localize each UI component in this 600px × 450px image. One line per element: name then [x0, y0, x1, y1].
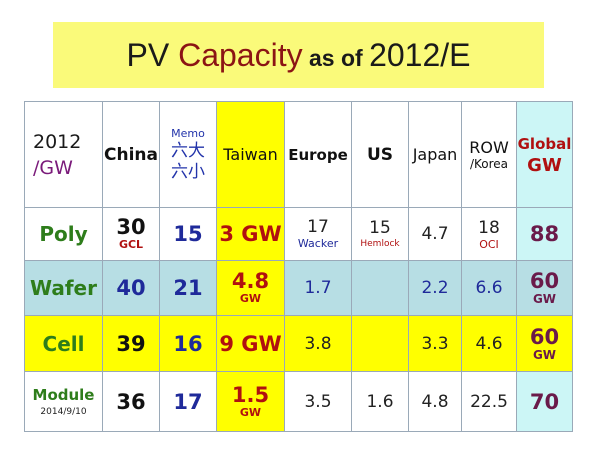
poly-row-value: 18: [478, 217, 500, 238]
memo-line2: 六小: [171, 161, 205, 182]
poly-china-company: GCL: [118, 238, 144, 251]
corner-year: 2012: [33, 130, 82, 153]
title-small: as of: [302, 44, 370, 71]
header-global: Global GW: [516, 101, 573, 208]
table-row-wafer: Wafer 40 21 4.8 GW 1.7 2.2 6.6 60 GW: [24, 260, 573, 316]
table-row-poly: Poly 30 GCL 15 3 GW 17 Wacker 15 Hemlock…: [24, 207, 573, 261]
wafer-japan: 2.2: [408, 260, 462, 316]
poly-us: 15 Hemlock: [351, 207, 409, 261]
cell-europe: 3.8: [284, 315, 352, 372]
header-japan: Japan: [408, 101, 462, 208]
module-europe: 3.5: [284, 371, 352, 432]
cell-global: 60 GW: [516, 315, 573, 372]
module-taiwan-value: 1.5: [231, 382, 270, 407]
corner-cell: 2012 /GW: [24, 101, 103, 208]
poly-japan: 4.7: [408, 207, 462, 261]
cell-us: [351, 315, 409, 372]
row-label-wafer: Wafer: [24, 260, 103, 316]
poly-us-value: 15: [369, 217, 391, 238]
wafer-global: 60 GW: [516, 260, 573, 316]
wafer-europe: 1.7: [284, 260, 352, 316]
cell-memo: 16: [159, 315, 217, 372]
cell-taiwan: 9 GW: [216, 315, 285, 372]
module-memo: 17: [159, 371, 217, 432]
poly-us-company: Hemlock: [360, 238, 400, 249]
table-row-cell: Cell 39 16 9 GW 3.8 3.3 4.6 60 GW: [24, 315, 573, 372]
title-part2: 2012/E: [369, 36, 471, 73]
row-label-line2: /Korea: [469, 157, 509, 171]
corner-unit: /GW: [33, 156, 73, 179]
title-banner: PV Capacity as of 2012/E: [53, 22, 544, 88]
cell-row-korea: 4.6: [461, 315, 517, 372]
global-line2: GW: [527, 154, 562, 176]
header-taiwan: Taiwan: [216, 101, 285, 208]
cell-global-unit: GW: [532, 347, 557, 362]
row-label-line1: ROW: [469, 138, 509, 157]
memo-line1: 六大: [171, 140, 205, 161]
poly-taiwan: 3 GW: [216, 207, 285, 261]
module-global: 70: [516, 371, 573, 432]
memo-label: Memo: [171, 126, 205, 140]
module-row-korea: 22.5: [461, 371, 517, 432]
poly-row-company: OCI: [479, 237, 499, 251]
poly-global: 88: [516, 207, 573, 261]
poly-europe-value: 17: [307, 217, 329, 237]
module-japan: 4.8: [408, 371, 462, 432]
row-label-cell: Cell: [24, 315, 103, 372]
cell-china: 39: [102, 315, 160, 372]
row-label-poly: Poly: [24, 207, 103, 261]
header-us: US: [351, 101, 409, 208]
poly-europe: 17 Wacker: [284, 207, 352, 261]
module-us: 1.6: [351, 371, 409, 432]
poly-memo: 15: [159, 207, 217, 261]
global-line1: Global: [517, 134, 572, 153]
wafer-taiwan-unit: GW: [239, 292, 262, 305]
module-taiwan-unit: GW: [239, 405, 262, 419]
wafer-global-value: 60: [529, 269, 560, 293]
title-part1: PV: [126, 36, 179, 73]
wafer-memo: 21: [159, 260, 217, 316]
header-row-korea: ROW /Korea: [461, 101, 517, 208]
table-row-module: Module 2014/9/10 36 17 1.5 GW 3.5 1.6 4.…: [24, 371, 573, 432]
cell-global-value: 60: [529, 324, 560, 349]
wafer-taiwan: 4.8 GW: [216, 260, 285, 316]
row-label-module: Module 2014/9/10: [24, 371, 103, 432]
title-accent: Capacity: [178, 36, 303, 73]
wafer-china: 40: [102, 260, 160, 316]
wafer-us: [351, 260, 409, 316]
wafer-taiwan-value: 4.8: [231, 269, 270, 293]
cell-japan: 3.3: [408, 315, 462, 372]
module-taiwan: 1.5 GW: [216, 371, 285, 432]
wafer-row-korea: 6.6: [461, 260, 517, 316]
poly-china-value: 30: [116, 215, 146, 239]
capacity-table: 2012 /GW China Memo 六大 六小 Taiwan Europe …: [24, 101, 573, 432]
header-europe: Europe: [284, 101, 352, 208]
wafer-global-unit: GW: [532, 292, 557, 306]
poly-europe-company: Wacker: [297, 237, 339, 250]
date-note: 2014/9/10: [40, 407, 87, 417]
header-row: 2012 /GW China Memo 六大 六小 Taiwan Europe …: [24, 101, 573, 208]
poly-china: 30 GCL: [102, 207, 160, 261]
module-label: Module: [32, 386, 95, 404]
header-china: China: [102, 101, 160, 208]
module-china: 36: [102, 371, 160, 432]
poly-row-korea: 18 OCI: [461, 207, 517, 261]
header-memo: Memo 六大 六小: [159, 101, 217, 208]
slide-title: PV Capacity as of 2012/E: [127, 37, 471, 74]
